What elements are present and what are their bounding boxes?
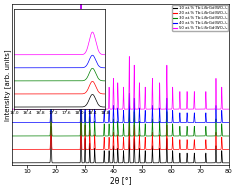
Y-axis label: Intensity [arb. units]: Intensity [arb. units] [4,49,11,121]
Legend: 10 at.% Tb:LiSrGd(WO₄)₂, 20 at.% Tb:LiSrGd(WO₄)₂, 30 at.% Tb:LiSrGd(WO₄)₂, 40 at: 10 at.% Tb:LiSrGd(WO₄)₂, 20 at.% Tb:LiSr… [172,5,228,31]
X-axis label: 2θ [°]: 2θ [°] [110,176,132,185]
